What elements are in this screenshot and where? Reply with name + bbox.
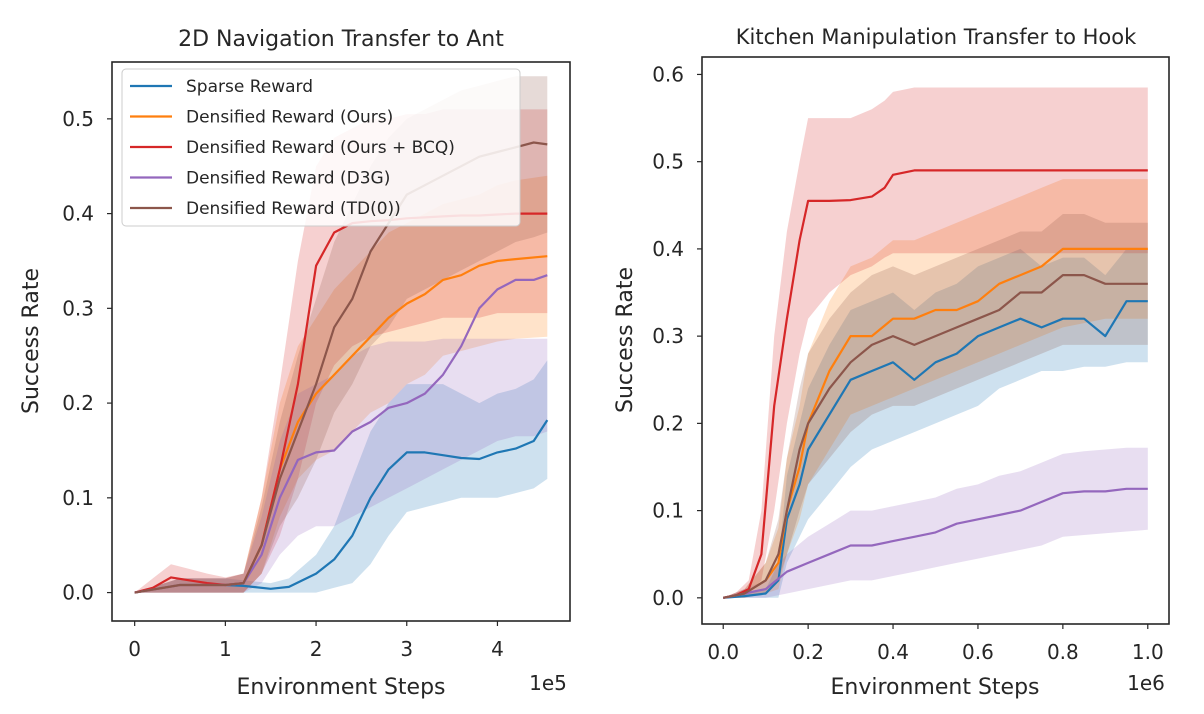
chart-title: 2D Navigation Transfer to Ant	[178, 27, 504, 52]
y-tick-label: 0.4	[62, 202, 94, 226]
x-tick-label: 3	[400, 637, 413, 661]
band-sparse-reward	[134, 360, 548, 593]
x-axis-offset-label: 1e5	[529, 671, 567, 695]
y-tick-label: 0.0	[62, 581, 94, 605]
plot-frame	[701, 56, 1170, 625]
y-ticks: 0.0 0.1 0.2 0.3 0.4 0.5	[62, 107, 112, 605]
y-tick-label: 0.1	[62, 486, 94, 510]
y-tick-label: 0.2	[652, 411, 684, 435]
band-sparse-reward	[723, 248, 1148, 598]
y-tick-label: 0.1	[652, 499, 684, 523]
x-tick-label: 0.6	[962, 640, 994, 664]
line-densified-reward-d3g	[722, 487, 1148, 599]
x-ticks: 0.0 0.2 0.4 0.6 0.8 1.0	[707, 624, 1164, 664]
y-tick-label: 0.6	[652, 62, 684, 86]
confidence-bands	[723, 87, 1148, 598]
series-lines	[722, 169, 1148, 599]
x-tick-label: 4	[491, 637, 504, 661]
legend-label-densified-reward-ours-bcq: Densified Reward (Ours + BCQ)	[186, 138, 455, 158]
band-densified-reward-ours-bcq	[134, 109, 548, 593]
x-ticks: 0 1 2 3 4	[128, 621, 504, 661]
y-axis-label: Success Rate	[19, 268, 44, 414]
line-densified-reward-ours-bcq	[722, 169, 1148, 599]
legend-label-densified-reward-ours: Densified Reward (Ours)	[186, 108, 393, 128]
y-tick-label: 0.3	[652, 324, 684, 348]
x-tick-label: 1.0	[1132, 640, 1164, 664]
legend-box	[121, 68, 521, 227]
line-sparse-reward	[723, 300, 1148, 599]
legend-label-densified-reward-td-0: Densified Reward (TD(0))	[186, 199, 401, 219]
panel-kitchen-manipulation: Kitchen Manipulation Transfer to Hook 0.…	[613, 25, 1170, 700]
y-tick-label: 0.3	[62, 296, 94, 320]
y-tick-label: 0.5	[62, 107, 94, 131]
legend-label-densified-reward-d3g: Densified Reward (D3G)	[186, 169, 390, 189]
band-densified-reward-d3g	[723, 447, 1148, 598]
legend-label-sparse-reward: Sparse Reward	[186, 77, 313, 97]
x-tick-label: 0.4	[877, 640, 909, 664]
y-ticks: 0.0 0.1 0.2 0.3 0.4 0.5 0.6	[652, 62, 702, 610]
band-densified-reward-td-0	[723, 214, 1148, 598]
band-densified-reward-ours-bcq	[723, 87, 1148, 598]
y-axis-label: Success Rate	[613, 267, 638, 413]
band-densified-reward-d3g	[134, 338, 548, 593]
line-densified-reward-d3g	[134, 274, 548, 594]
plot-frame	[111, 61, 571, 622]
y-tick-label: 0.4	[652, 237, 684, 261]
x-axis-offset-label: 1e6	[1127, 671, 1165, 695]
x-axis-label: Environment Steps	[236, 675, 445, 700]
band-densified-reward-ours	[723, 179, 1148, 598]
x-tick-label: 0.0	[707, 640, 739, 664]
y-tick-label: 0.5	[652, 150, 684, 174]
line-sparse-reward	[134, 419, 549, 594]
x-tick-label: 1	[219, 637, 232, 661]
y-tick-label: 0.2	[62, 391, 94, 415]
y-tick-label: 0.0	[652, 586, 684, 610]
x-tick-label: 2	[310, 637, 323, 661]
x-tick-label: 0.8	[1047, 640, 1079, 664]
legend: Sparse Reward Densified Reward (Ours) Dens…	[121, 68, 521, 227]
x-tick-label: 0.2	[792, 640, 824, 664]
x-axis-label: Environment Steps	[830, 675, 1039, 700]
chart-title: Kitchen Manipulation Transfer to Hook	[736, 25, 1137, 49]
x-tick-label: 0	[128, 637, 141, 661]
line-densified-reward-td-0	[722, 274, 1148, 599]
